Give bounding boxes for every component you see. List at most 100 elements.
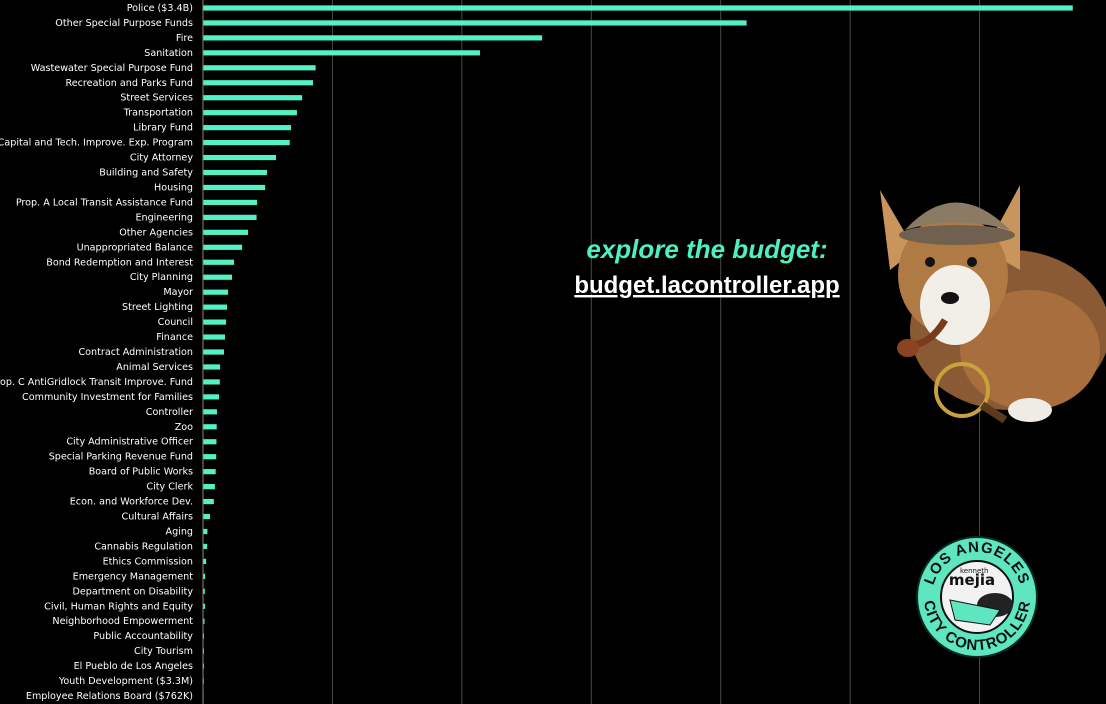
bar (203, 65, 316, 71)
bar (203, 154, 276, 161)
bar (203, 139, 290, 146)
category-label: Fire (176, 33, 193, 44)
bar (203, 244, 243, 250)
category-label: Other Special Purpose Funds (55, 18, 193, 29)
category-label: Department on Disability (72, 586, 193, 597)
bar (203, 184, 266, 191)
bar (203, 424, 217, 430)
bar (203, 80, 314, 86)
bar (203, 5, 1073, 11)
category-label: Library Fund (133, 123, 193, 134)
category-label: Public Accountability (93, 631, 193, 642)
bar (203, 528, 208, 535)
category-label: Cultural Affairs (122, 512, 194, 523)
bar (203, 259, 235, 265)
bar (203, 229, 249, 235)
category-label: Unappropriated Balance (77, 242, 194, 253)
category-label: Sanitation (144, 48, 193, 59)
bar (203, 394, 220, 400)
bar (203, 498, 214, 505)
bar (203, 35, 543, 41)
category-label: Civil, Human Rights and Equity (44, 601, 193, 612)
bar (203, 573, 206, 579)
bar (203, 304, 228, 310)
category-label: Neighborhood Empowerment (52, 616, 193, 627)
category-label: Engineering (135, 212, 193, 223)
category-label: Street Lighting (122, 302, 193, 313)
bar (203, 50, 480, 56)
bar (203, 199, 258, 206)
bar (203, 648, 205, 654)
category-label: Youth Development ($3.3M) (58, 676, 193, 687)
category-label: Community Investment for Families (22, 392, 193, 403)
category-label: City Clerk (146, 482, 193, 493)
bar (203, 364, 221, 370)
bar (203, 558, 207, 565)
category-label: Recreation and Parks Fund (66, 78, 193, 89)
bar (203, 110, 297, 116)
category-label: City Administrative Officer (66, 437, 193, 448)
bar (203, 484, 215, 490)
category-label: Capital and Tech. Improve. Exp. Program (0, 138, 193, 149)
category-label: Prop. A Local Transit Assistance Fund (16, 197, 193, 208)
category-label: Cannabis Regulation (94, 541, 193, 552)
bar (203, 334, 226, 340)
bar (203, 169, 267, 176)
category-label: Bond Redemption and Interest (46, 257, 193, 268)
category-label: Mayor (163, 287, 193, 298)
category-label: City Tourism (134, 646, 193, 657)
bars (203, 5, 1073, 699)
category-label: Wastewater Special Purpose Fund (31, 63, 193, 74)
bar (203, 214, 257, 220)
bar (203, 319, 227, 325)
bar (203, 543, 208, 550)
category-label: Prop. C AntiGridlock Transit Improve. Fu… (0, 377, 193, 388)
category-label: Special Parking Revenue Fund (49, 452, 193, 463)
category-label: Council (158, 317, 193, 328)
category-label: El Pueblo de Los Angeles (74, 661, 193, 672)
category-label: Econ. and Workforce Dev. (70, 497, 193, 508)
bar (203, 274, 232, 280)
bar (203, 603, 206, 609)
category-label: City Planning (130, 272, 193, 283)
category-label: Finance (156, 332, 193, 343)
bar (203, 633, 205, 639)
grid (202, 0, 981, 704)
bar (203, 125, 292, 131)
bar (203, 95, 303, 101)
category-label: Animal Services (116, 362, 193, 373)
category-label: Employee Relations Board ($762K) (26, 691, 193, 702)
annotation: explore the budget: (586, 234, 827, 264)
category-label: Emergency Management (73, 571, 194, 582)
bar (203, 349, 224, 355)
category-label: Housing (154, 182, 193, 193)
category-label: Controller (146, 407, 193, 418)
logo-name: mejia (949, 571, 995, 589)
category-label: Board of Public Works (89, 467, 193, 478)
bar (203, 469, 216, 475)
category-label: Building and Safety (99, 168, 193, 179)
logo-name-small: kenneth (960, 567, 988, 575)
category-label: Zoo (175, 422, 193, 433)
category-label: Transportation (123, 108, 193, 119)
category-label: Street Services (120, 93, 193, 104)
dog-illustration (880, 185, 1106, 424)
link[interactable]: budget.lacontroller.app (574, 272, 839, 299)
category-label: Aging (166, 526, 194, 537)
bar (203, 379, 220, 385)
category-label: Contract Administration (78, 347, 193, 358)
bar (203, 454, 217, 460)
bar (203, 588, 205, 594)
category-label: Police ($3.4B) (127, 3, 193, 14)
bar (203, 20, 747, 26)
logo: LOS ANGELES CITY CONTROLLER kenneth meji… (916, 536, 1038, 658)
bar (203, 439, 217, 445)
category-label: City Attorney (130, 153, 193, 164)
bar (203, 663, 205, 669)
category-label: Ethics Commission (103, 556, 193, 567)
bar (203, 289, 229, 295)
bar (203, 513, 210, 520)
bar (203, 618, 205, 624)
bar (203, 409, 217, 415)
